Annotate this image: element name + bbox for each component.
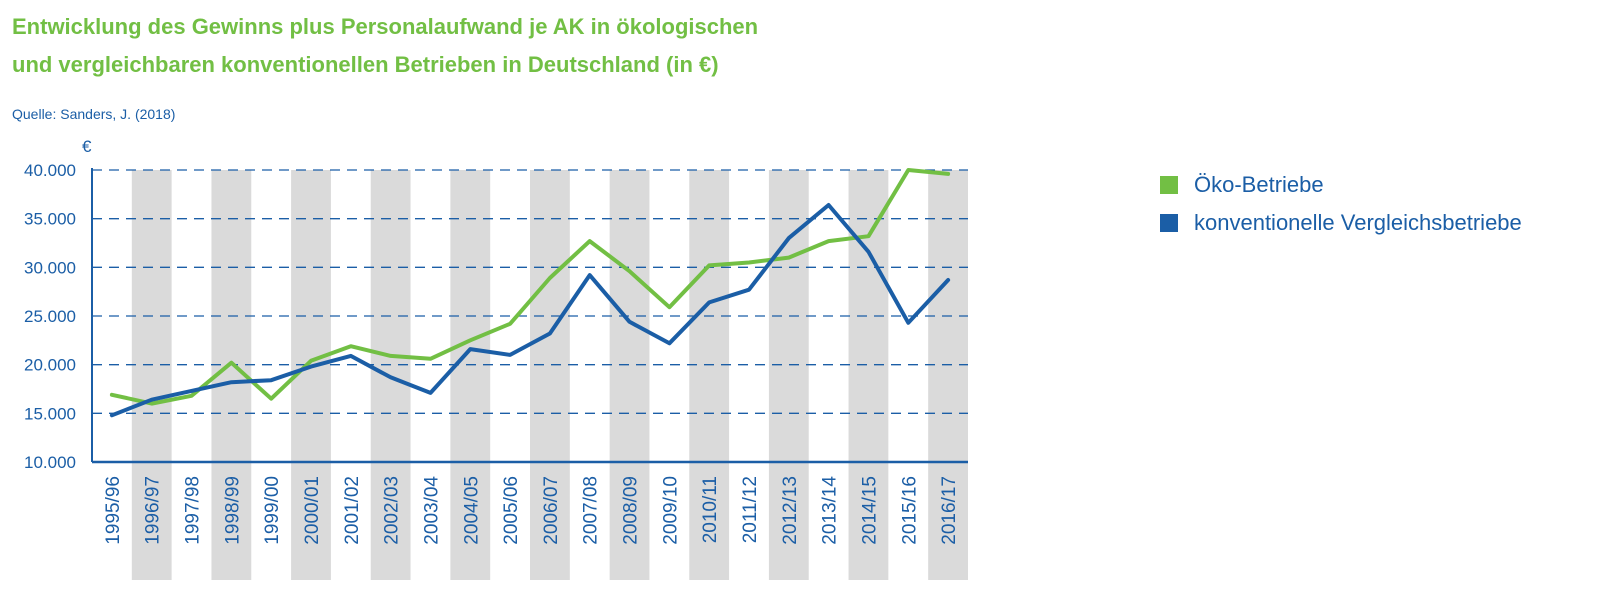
legend-label-oeko: Öko-Betriebe — [1194, 172, 1324, 197]
x-tick-label: 2001/02 — [342, 476, 363, 545]
series-lines — [109, 168, 951, 418]
x-tick-label: 2012/13 — [780, 476, 801, 545]
chart-title: Entwicklung des Gewinns plus Personalauf… — [12, 8, 912, 84]
y-tick-label: 40.000 — [24, 161, 76, 180]
y-tick-label: 20.000 — [24, 356, 76, 375]
category-band — [450, 170, 491, 580]
category-band — [131, 170, 172, 580]
x-tick-label: 2008/09 — [621, 476, 642, 545]
chart-title-line-1: Entwicklung des Gewinns plus Personalauf… — [12, 14, 759, 39]
x-tick-label: 2014/15 — [859, 476, 880, 545]
legend-item-konventionell: konventionelle Vergleichsbetriebe — [1160, 204, 1522, 242]
x-tick-label: 1999/00 — [262, 476, 283, 545]
y-axis: 10.000 15.000 20.000 25.000 30.000 35.000 40.0… — [24, 137, 93, 472]
x-tick-label: 1995/96 — [103, 476, 124, 545]
legend-item-oeko: Öko-Betriebe — [1160, 166, 1522, 204]
x-tick-label: 2006/07 — [541, 476, 562, 545]
x-tick-label: 2016/17 — [939, 476, 960, 545]
x-tick-label: 2003/04 — [421, 476, 442, 545]
x-tick-label: 1998/99 — [222, 476, 243, 545]
y-tick-label: 30.000 — [24, 258, 76, 277]
x-tick-label: 2004/05 — [461, 476, 482, 545]
x-tick-label: 1996/97 — [143, 476, 164, 545]
legend-swatch-oeko — [1160, 176, 1178, 194]
category-band — [928, 170, 968, 580]
x-tick-label: 2015/16 — [899, 476, 920, 545]
x-tick-label: 2009/10 — [660, 476, 681, 545]
category-band — [609, 170, 650, 580]
x-tick-label: 2000/01 — [302, 476, 323, 545]
series-line-konventionell — [109, 203, 951, 418]
chart-title-line-2: und vergleichbaren konventionellen Betri… — [12, 52, 719, 77]
legend: Öko-Betriebe konventionelle Vergleichsbe… — [1160, 166, 1522, 242]
x-tick-label: 1997/98 — [183, 476, 204, 545]
y-tick-label: 10.000 — [24, 453, 76, 472]
x-tick-label: 2005/06 — [501, 476, 522, 545]
category-band — [370, 170, 411, 580]
y-tick-label: 25.000 — [24, 307, 76, 326]
x-axis: 1995/96 1996/97 1997/98 1998/99 1999/00 2000/… — [92, 460, 968, 545]
category-band — [530, 170, 570, 580]
y-tick-label: 15.000 — [24, 404, 76, 423]
x-tick-label: 2011/12 — [740, 476, 761, 543]
legend-swatch-konventionell — [1160, 214, 1178, 232]
x-tick-label: 2007/08 — [581, 476, 602, 545]
category-band — [689, 170, 730, 580]
y-tick-label: 35.000 — [24, 210, 76, 229]
chart-source: Quelle: Sanders, J. (2018) — [12, 106, 176, 122]
x-tick-label: 2002/03 — [382, 476, 403, 545]
x-tick-label: 2010/11 — [700, 476, 721, 543]
y-axis-unit-label: € — [82, 137, 92, 156]
x-tick-label: 2013/14 — [820, 476, 841, 545]
legend-label-konventionell: konventionelle Vergleichsbetriebe — [1194, 210, 1522, 235]
